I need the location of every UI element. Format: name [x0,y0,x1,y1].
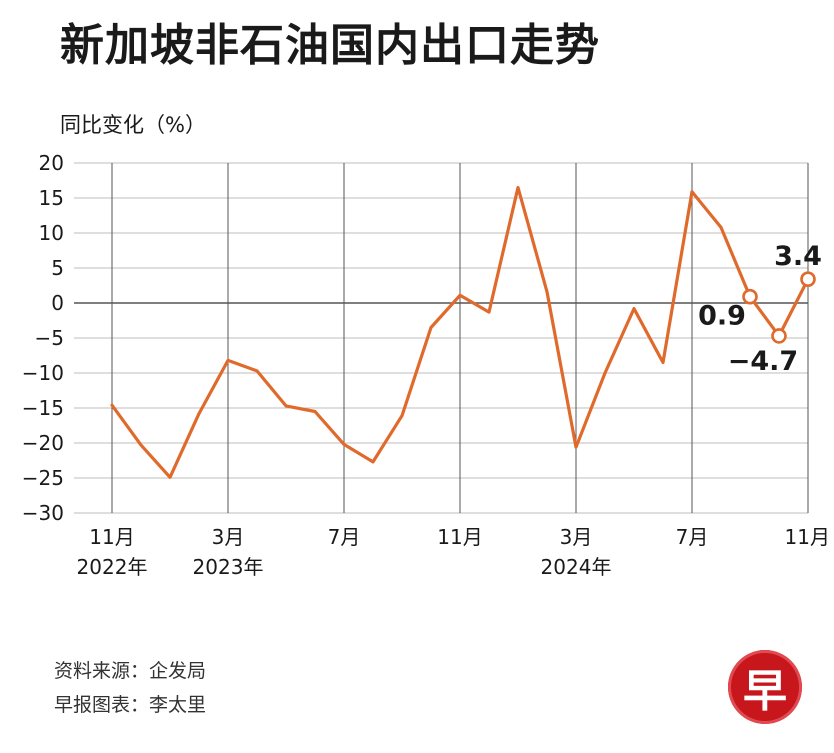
data-label: 0.9 [698,301,746,332]
series-line [110,185,810,479]
x-tick-month: 3月 [560,525,593,549]
series-layer [110,185,810,479]
y-axis-ticks: 20 15 10 5 0 −5 −10 −15 −20 −25 −30 [22,151,64,525]
x-axis-ticks: 11月 2022年 3月 2023年 7月 11月 3月 2024年 7月 11月 [77,525,830,579]
x-tick-month: 11月 [785,525,830,549]
y-tick-label: 10 [39,221,64,245]
y-axis-label: 同比变化（%） [60,113,206,137]
x-tick-month: 11月 [89,525,134,549]
y-tick-label: 5 [51,256,64,280]
y-tick-label: 20 [39,151,64,175]
y-tick-label: −30 [22,501,64,525]
x-tick-year: 2024年 [541,555,612,579]
vertical-gridlines [111,163,809,513]
y-tick-label: −20 [22,431,64,455]
y-tick-label: 15 [39,186,64,210]
y-tick-label: −15 [22,396,64,420]
annotations-layer: 0.9 −4.7 3.4 [698,241,822,377]
y-tick-label: 0 [51,291,64,315]
data-point-marker [742,288,758,305]
x-tick-month: 11月 [437,525,482,549]
horizontal-gridlines [74,162,808,514]
line-chart: 同比变化（%） 20 15 10 5 0 −5 −10 −15 −20 −25 −30 11月 202… [22,113,830,579]
chart-title: 新加坡非石油国内出口走势 [60,20,600,71]
x-tick-year: 2022年 [77,555,148,579]
data-point-marker [800,271,816,288]
x-tick-month: 7月 [676,525,709,549]
zaobao-logo: 早 [728,650,802,724]
source-note: 资料来源：企发局 [54,660,207,682]
data-point-marker [771,328,787,344]
x-tick-year: 2023年 [193,555,264,579]
y-tick-label: −10 [22,361,64,385]
y-tick-label: −5 [35,326,64,350]
y-tick-label: −25 [22,466,64,490]
x-tick-month: 7月 [328,525,361,549]
x-tick-month: 3月 [212,525,245,549]
data-label: 3.4 [774,241,822,272]
markers-layer [742,271,816,344]
data-label: −4.7 [728,346,798,377]
credit-note: 早报图表：李太里 [54,694,207,716]
